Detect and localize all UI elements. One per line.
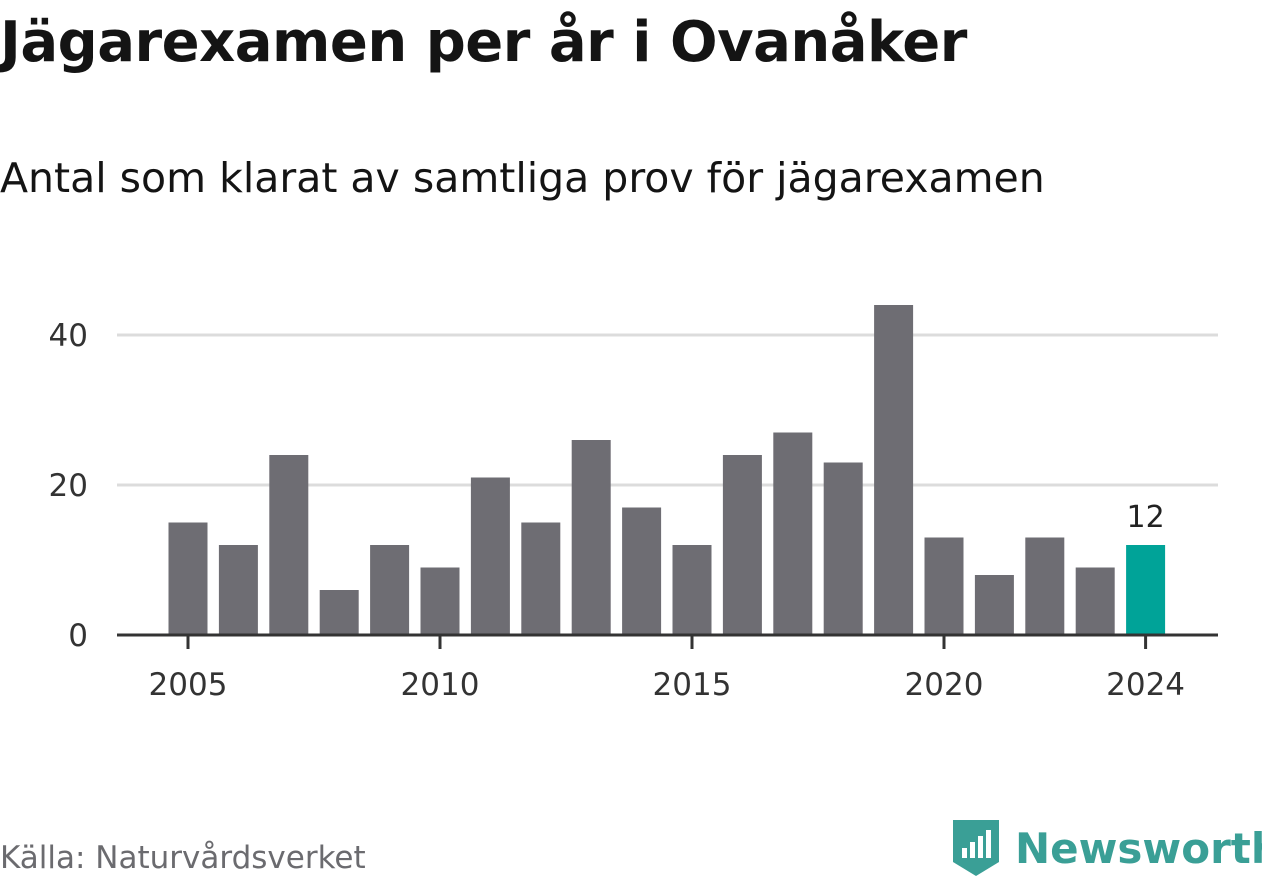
chart-title: Jägarexamen per år i Ovanåker [0,10,967,75]
bar [470,477,510,635]
y-tick-label: 20 [49,468,88,504]
bar [521,522,561,635]
bar [420,567,460,635]
x-tick-label: 2005 [149,667,228,703]
bar [974,575,1014,635]
y-tick-label: 0 [68,618,88,654]
bar [874,305,914,635]
axes: 0 20 40 2005 2010 2015 2020 2024 [49,318,1218,703]
newsworthy-logo-icon [953,820,999,876]
y-tick-label: 40 [49,318,88,354]
bar [823,462,863,635]
x-tick-label: 2020 [905,667,984,703]
bar [773,432,813,635]
bars [168,305,1166,635]
brand-name: Newsworthy [1015,823,1262,873]
bar [370,545,410,635]
source-note: Källa: Naturvårdsverket [0,840,366,876]
bar [672,545,712,635]
bar [571,440,611,635]
chart-subtitle: Antal som klarat av samtliga prov för jä… [0,154,1045,202]
x-tick-label: 2010 [401,667,480,703]
bar [924,537,964,635]
bar [218,545,258,635]
bar [168,522,208,635]
bar [1025,537,1065,635]
brand-logo: Newsworthy [951,818,1262,878]
bar [722,455,762,635]
bar [1126,545,1166,635]
bar [269,455,309,635]
x-tick-label: 2015 [653,667,732,703]
data-label: 12 [1127,500,1165,535]
x-tick-label: 2024 [1106,667,1185,703]
bar [622,507,662,635]
bar [1075,567,1115,635]
data-labels: 12 [1127,500,1165,535]
bar [319,590,359,635]
